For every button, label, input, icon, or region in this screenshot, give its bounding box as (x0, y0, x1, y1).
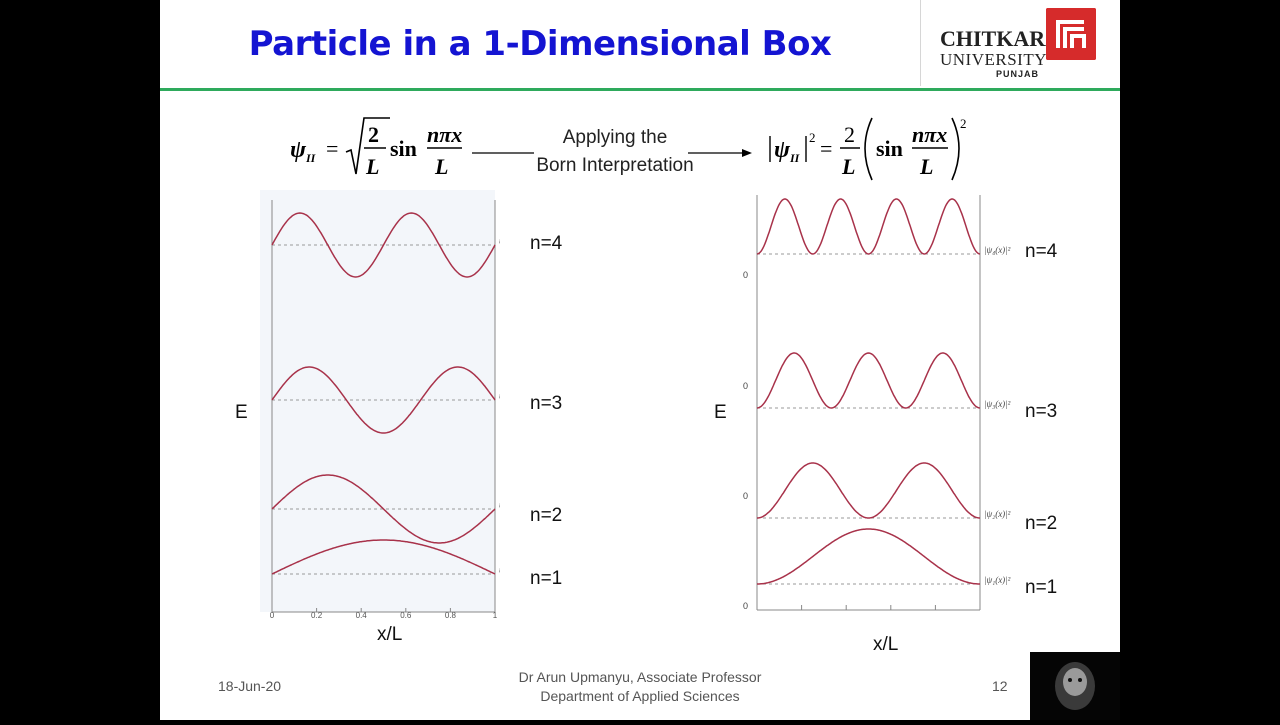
function-label: |ψ₄(x)|² (984, 245, 1011, 255)
footer-date: 18-Jun-20 (218, 678, 282, 694)
x-tick-label: 0 (270, 611, 275, 620)
x-tick-label: 0.6 (400, 611, 412, 620)
right-level-label: n=2 (1025, 513, 1058, 534)
left-level-label: n=2 (530, 505, 563, 526)
right-x-label: x/L (873, 634, 899, 655)
logo-campus: PUNJAB (996, 69, 1040, 79)
svg-text:ψ: ψ (774, 137, 791, 163)
svg-text:II: II (305, 151, 317, 165)
svg-text:II: II (789, 151, 801, 165)
born-arrow (472, 149, 752, 157)
zero-label: 0 (743, 491, 748, 501)
zero-label: 0 (743, 270, 748, 280)
function-label: |ψ₁(x)|² (984, 575, 1011, 585)
density-curve-n2 (757, 462, 980, 519)
left-energy-label: E (235, 402, 248, 423)
right-energy-label: E (714, 402, 727, 423)
density-curve-n1 (757, 528, 980, 585)
function-label: |ψ₃(x)|² (984, 399, 1011, 409)
svg-text:sin: sin (876, 136, 903, 161)
presenter-thumbnail (1030, 652, 1120, 720)
svg-text:2: 2 (809, 130, 816, 145)
svg-text:=: = (326, 136, 338, 161)
svg-text:nπx: nπx (427, 122, 462, 147)
zero-label: 0 (743, 601, 748, 611)
x-tick-label: 0.8 (445, 611, 457, 620)
wavefunction-formula: ψ II = 2 L sin nπx L (290, 117, 462, 179)
right-level-label: n=4 (1025, 241, 1058, 262)
svg-text:nπx: nπx (912, 122, 947, 147)
slide-number: 12 (992, 678, 1008, 694)
probability-density-diagram: 0 |ψ₄(x)|² 0 |ψ₃(x)|² 0 |ψ₂(x)|² 0 |ψ₁(x)|² (743, 195, 1011, 611)
svg-text:ψ: ψ (290, 137, 307, 163)
footer-author-name: Dr Arun Upmanyu, Associate Professor (518, 669, 762, 685)
function-label: ψ₃(x) (499, 391, 500, 401)
right-level-label: n=1 (1025, 577, 1058, 598)
svg-text:L: L (841, 154, 855, 179)
born-text-line2: Born Interpretation (536, 155, 694, 176)
wavefunction-curve-n1 (271, 539, 496, 575)
logo-mark-icon (1046, 8, 1096, 60)
density-curve-n3 (756, 352, 981, 409)
footer-author: Dr Arun Upmanyu, Associate Professor Dep… (490, 668, 790, 706)
svg-text:=: = (820, 136, 832, 161)
svg-text:2: 2 (844, 122, 855, 147)
title-separator (920, 0, 921, 86)
logo-university: UNIVERSITY (940, 50, 1047, 69)
svg-text:2: 2 (960, 116, 967, 131)
left-panel-background (260, 190, 495, 612)
right-level-label: n=3 (1025, 401, 1058, 422)
probability-density-formula: ψ II 2 = 2 L sin nπx L 2 (769, 116, 967, 181)
x-tick-label: 0.4 (356, 611, 368, 620)
wavefunction-curve-n2 (271, 474, 496, 544)
footer-department: Department of Applied Sciences (540, 688, 740, 704)
x-tick-label: 0.2 (311, 611, 323, 620)
function-label: ψ₄(x) (499, 236, 500, 246)
svg-text:L: L (434, 154, 448, 179)
slide-title: Particle in a 1-Dimensional Box (248, 24, 832, 64)
left-x-label: x/L (377, 624, 403, 645)
wavefunction-curve-n4 (271, 212, 496, 278)
svg-text:L: L (365, 154, 379, 179)
x-tick-label: 1 (493, 611, 498, 620)
logo-brand: CHITKARA (940, 26, 1062, 51)
slide: Particle in a 1-Dimensional Box CHITKARA… (160, 0, 1120, 720)
svg-text:2: 2 (368, 122, 379, 147)
left-level-label: n=1 (530, 568, 563, 589)
svg-text:sin: sin (390, 136, 417, 161)
density-curve-n4 (756, 198, 981, 255)
svg-text:L: L (919, 154, 933, 179)
function-label: ψ₁(x) (499, 565, 500, 575)
wavefunction-curve-n3 (271, 366, 496, 434)
function-label: ψ₂(x) (499, 500, 500, 510)
born-text-line1: Applying the (562, 127, 668, 148)
left-level-label: n=4 (530, 233, 563, 254)
left-level-label: n=3 (530, 393, 563, 414)
function-label: |ψ₂(x)|² (984, 509, 1011, 519)
wavefunction-diagram: 0 0.2 0.4 0.6 0.8 1 ψ₄(x) ψ₃(x) ψ₂(x) ψ₁(x) (260, 190, 500, 620)
header-rule (160, 88, 1120, 91)
university-logo: CHITKARA UNIVERSITY PUNJAB (938, 6, 1098, 82)
zero-label: 0 (743, 381, 748, 391)
